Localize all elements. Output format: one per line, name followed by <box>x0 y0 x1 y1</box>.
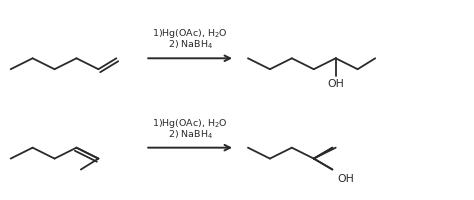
Text: 1)Hg(OAc), H$_2$O: 1)Hg(OAc), H$_2$O <box>152 27 228 40</box>
Text: 2) NaBH$_4$: 2) NaBH$_4$ <box>167 128 213 141</box>
Text: OH: OH <box>327 79 344 89</box>
Text: 2) NaBH$_4$: 2) NaBH$_4$ <box>167 39 213 51</box>
Text: OH: OH <box>337 174 354 184</box>
Text: 1)Hg(OAc), H$_2$O: 1)Hg(OAc), H$_2$O <box>152 117 228 130</box>
